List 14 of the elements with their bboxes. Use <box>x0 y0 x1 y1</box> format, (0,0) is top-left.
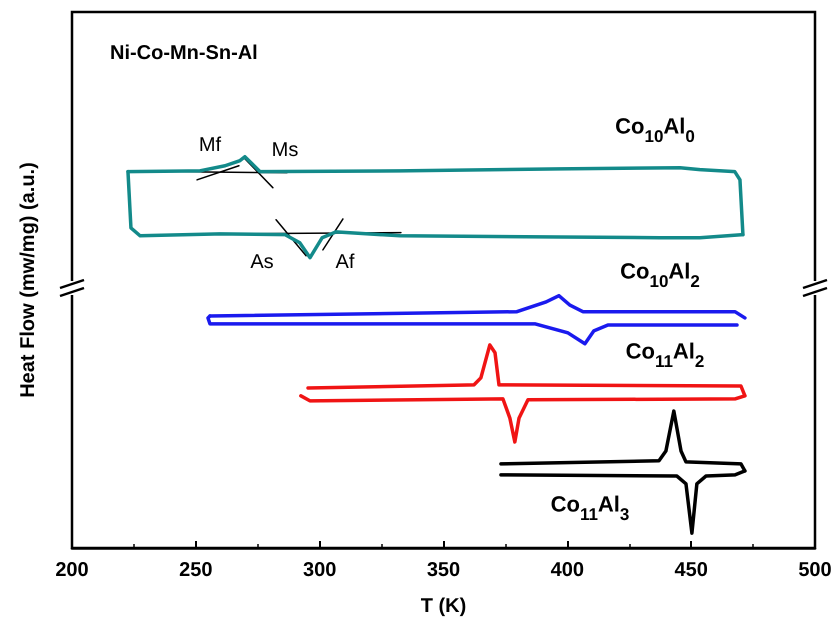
x-tick-label: 400 <box>550 559 584 581</box>
x-tick-label: 450 <box>674 559 708 581</box>
x-tick-label: 350 <box>426 559 460 581</box>
x-axis-title: T (K) <box>420 595 466 617</box>
x-tick-label: 250 <box>179 559 213 581</box>
annotation: Af <box>336 251 355 273</box>
x-tick-label: 500 <box>798 559 832 581</box>
annotation: As <box>250 251 274 273</box>
chart-title: Ni-Co-Mn-Sn-Al <box>110 42 258 64</box>
x-tick-label: 200 <box>55 559 89 581</box>
annotation: Ms <box>272 139 298 161</box>
text: Mf <box>198 134 222 156</box>
x-tick-label: 300 <box>302 559 336 581</box>
y-axis-title: Heat Flow (mw/mg) (a.u.) <box>17 162 39 398</box>
